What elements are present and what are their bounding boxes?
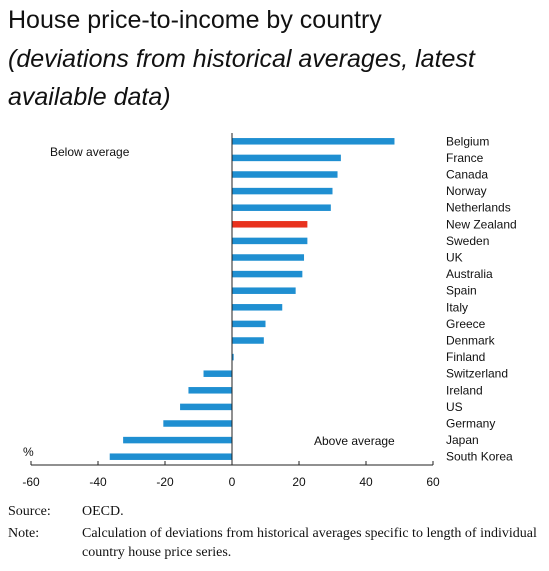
bar-germany bbox=[163, 420, 232, 427]
category-label-netherlands: Netherlands bbox=[446, 201, 511, 215]
bar-denmark bbox=[232, 337, 264, 344]
note-line: Note: Calculation of deviations from hist… bbox=[8, 524, 542, 562]
note-text: Calculation of deviations from historica… bbox=[82, 526, 537, 560]
note-label: Note: bbox=[8, 526, 40, 541]
bar-canada bbox=[232, 171, 338, 178]
category-label-south-korea: South Korea bbox=[446, 450, 513, 464]
source-text: OECD. bbox=[82, 504, 124, 519]
x-tick-label: 60 bbox=[426, 475, 440, 489]
category-label-spain: Spain bbox=[446, 284, 477, 298]
category-label-switzerland: Switzerland bbox=[446, 367, 508, 381]
category-label-us: US bbox=[446, 400, 463, 414]
bar-finland bbox=[232, 353, 234, 361]
x-tick-label: 20 bbox=[292, 475, 306, 489]
source-line: Source: OECD. bbox=[8, 502, 542, 521]
bar-australia bbox=[232, 270, 303, 278]
annotation-below-average: Below average bbox=[50, 145, 130, 159]
bar-us bbox=[180, 403, 232, 411]
category-label-greece: Greece bbox=[446, 317, 486, 331]
bar-new-zealand bbox=[232, 221, 308, 228]
category-label-australia: Australia bbox=[446, 267, 493, 281]
chart-title: House price-to-income by country bbox=[8, 6, 382, 34]
bar-south-korea bbox=[109, 453, 232, 460]
bar-italy bbox=[232, 304, 283, 311]
bar-greece bbox=[232, 320, 266, 328]
bars-group bbox=[109, 138, 395, 460]
x-tick-label: -20 bbox=[156, 475, 174, 489]
category-label-denmark: Denmark bbox=[446, 334, 496, 348]
bar-sweden bbox=[232, 237, 308, 245]
x-axis: -60 -40 -20 0 20 40 60 bbox=[22, 133, 440, 489]
unit-label: % bbox=[23, 445, 34, 459]
bar-norway bbox=[232, 187, 333, 195]
category-label-finland: Finland bbox=[446, 350, 485, 364]
category-label-france: France bbox=[446, 151, 484, 165]
category-label-japan: Japan bbox=[446, 433, 479, 447]
category-labels: Belgium France Canada Norway Netherlands New … bbox=[446, 134, 517, 463]
bar-switzerland bbox=[203, 370, 232, 377]
category-label-canada: Canada bbox=[446, 168, 488, 182]
bar-belgium bbox=[232, 138, 395, 145]
category-label-sweden: Sweden bbox=[446, 234, 489, 248]
bar-uk bbox=[232, 254, 305, 261]
x-tick-label: -40 bbox=[89, 475, 107, 489]
bar-spain bbox=[232, 287, 296, 294]
category-label-ireland: Ireland bbox=[446, 383, 483, 397]
bar-ireland bbox=[188, 387, 232, 394]
source-label: Source: bbox=[8, 504, 51, 519]
bar-chart: Belgium France Canada Norway Netherlands New … bbox=[22, 133, 517, 489]
category-label-uk: UK bbox=[446, 251, 463, 265]
category-label-italy: Italy bbox=[446, 300, 468, 314]
category-label-germany: Germany bbox=[446, 417, 495, 431]
bar-france bbox=[232, 154, 341, 162]
category-label-belgium: Belgium bbox=[446, 134, 489, 148]
bar-netherlands bbox=[232, 204, 331, 211]
chart-subtitle: (deviations from historical averages, la… bbox=[8, 45, 475, 111]
annotation-above-average: Above average bbox=[314, 434, 395, 448]
x-tick-label: 40 bbox=[359, 475, 373, 489]
x-tick-label: -60 bbox=[22, 475, 40, 489]
category-label-new-zealand: New Zealand bbox=[446, 217, 517, 231]
bar-japan bbox=[123, 436, 232, 444]
category-label-norway: Norway bbox=[446, 184, 487, 198]
x-tick-label: 0 bbox=[229, 475, 236, 489]
